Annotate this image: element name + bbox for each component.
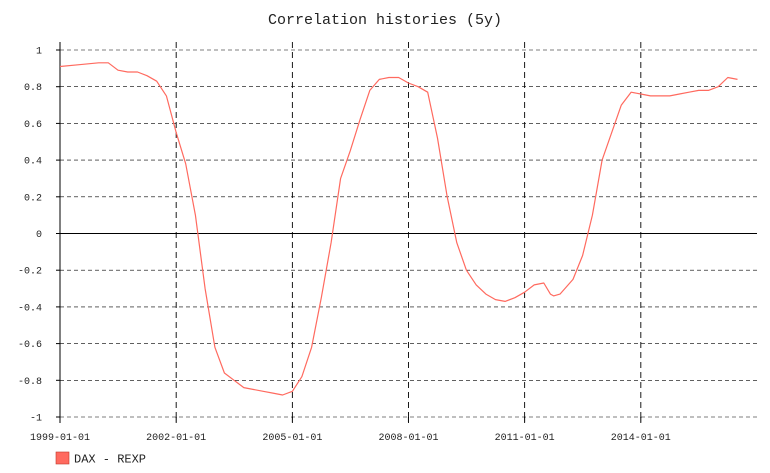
y-tick-label: 1 <box>36 47 42 58</box>
x-tick-label: 2008-01-01 <box>378 433 438 444</box>
y-tick-label: 0.6 <box>24 120 42 131</box>
y-tick-label: 0.4 <box>24 157 42 168</box>
y-tick-label: -0.8 <box>18 377 42 388</box>
x-tick-label: 2011-01-01 <box>495 433 555 444</box>
axes <box>56 42 757 423</box>
series-line-0 <box>59 62 738 396</box>
x-tick-label: 2014-01-01 <box>611 433 671 444</box>
chart-title: Correlation histories (5y) <box>268 12 502 29</box>
legend-label: DAX - REXP <box>74 453 146 467</box>
y-tick-label: 0.2 <box>24 193 42 204</box>
series-group <box>59 62 738 396</box>
legend-swatch <box>55 451 70 465</box>
y-tick-label: 0.8 <box>24 83 42 94</box>
y-tick-label: -1 <box>30 414 42 425</box>
y-tick-label: -0.6 <box>18 340 42 351</box>
y-tick-label: 0 <box>36 230 42 241</box>
x-tick-label: 2002-01-01 <box>146 433 206 444</box>
y-tick-label: -0.4 <box>18 303 42 314</box>
y-tick-label: -0.2 <box>18 267 42 278</box>
x-tick-label: 1999-01-01 <box>30 433 90 444</box>
grid-lines <box>60 42 757 423</box>
legend: DAX - REXP <box>55 451 146 467</box>
tick-labels: 1 0.8 0.6 0.4 0.2 0 -0.2 -0.4 -0.6 -0.8 -1 1999-01-… <box>18 47 671 445</box>
x-tick-label: 2005-01-01 <box>262 433 322 444</box>
